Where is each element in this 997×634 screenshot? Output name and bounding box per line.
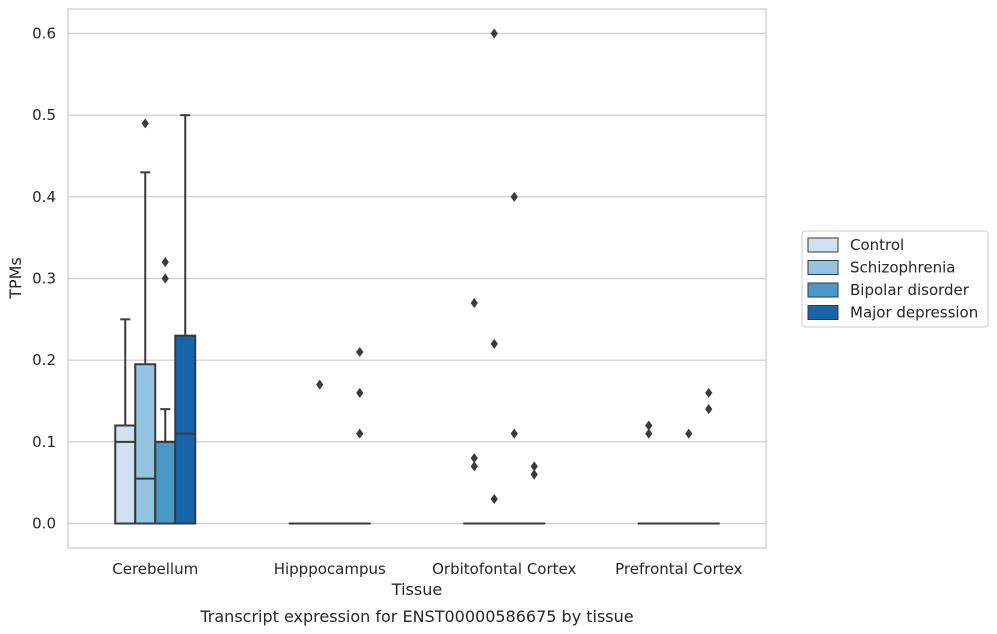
outlier-point bbox=[141, 118, 149, 129]
y-tick-label: 0.4 bbox=[32, 188, 56, 206]
outlier-point bbox=[470, 453, 478, 464]
box bbox=[308, 379, 331, 525]
outlier-point bbox=[161, 273, 169, 284]
box-group bbox=[288, 347, 371, 525]
outlier-point bbox=[510, 191, 518, 202]
box-group bbox=[114, 114, 197, 525]
outlier-point bbox=[490, 28, 498, 39]
box bbox=[154, 257, 177, 525]
box bbox=[697, 387, 720, 525]
outlier-point bbox=[530, 461, 538, 472]
y-tick-label: 0.5 bbox=[32, 106, 56, 124]
y-tick-label: 0.6 bbox=[32, 25, 56, 43]
chart-caption: Transcript expression for ENST0000058667… bbox=[199, 607, 633, 626]
box bbox=[523, 461, 546, 525]
plot-frame bbox=[67, 8, 767, 549]
box-group bbox=[463, 28, 546, 525]
outlier-point bbox=[530, 469, 538, 480]
outlier-point bbox=[356, 387, 364, 398]
outlier-point bbox=[645, 428, 653, 439]
legend-item: Control bbox=[807, 236, 904, 254]
box bbox=[483, 28, 506, 525]
outlier-point bbox=[470, 298, 478, 308]
y-tick-label: 0.1 bbox=[32, 433, 56, 451]
outlier-point bbox=[490, 494, 498, 504]
x-tick-label: Hipppocampus bbox=[274, 560, 386, 578]
x-tick-label: Orbitofontal Cortex bbox=[432, 560, 576, 578]
y-tick-label: 0.3 bbox=[32, 270, 56, 288]
outlier-point bbox=[356, 347, 364, 357]
box bbox=[677, 428, 700, 525]
legend-frame bbox=[801, 230, 989, 328]
y-axis-label: TPMs bbox=[6, 257, 25, 300]
box-iqr bbox=[134, 363, 157, 525]
x-axis-label: Tissue bbox=[391, 580, 442, 599]
y-tick-label: 0.0 bbox=[32, 515, 56, 533]
box-iqr bbox=[154, 440, 177, 525]
box bbox=[463, 298, 486, 525]
legend-label: Control bbox=[850, 236, 904, 254]
box bbox=[637, 420, 660, 525]
box bbox=[348, 347, 371, 525]
box bbox=[503, 191, 526, 525]
box-groups bbox=[114, 28, 720, 525]
legend-item: Bipolar disorder bbox=[807, 281, 970, 299]
outlier-point bbox=[645, 420, 653, 431]
y-tick-label: 0.2 bbox=[32, 351, 56, 369]
outlier-point bbox=[356, 428, 364, 439]
legend-item: Schizophrenia bbox=[807, 259, 955, 277]
outlier-point bbox=[316, 379, 324, 390]
legend-label: Schizophrenia bbox=[850, 259, 955, 277]
outlier-point bbox=[705, 387, 713, 398]
legend-label: Major depression bbox=[850, 304, 978, 322]
x-tick-label: Cerebellum bbox=[112, 560, 198, 578]
box bbox=[114, 318, 137, 525]
box-iqr bbox=[174, 334, 197, 525]
outlier-point bbox=[470, 461, 478, 472]
box-iqr bbox=[114, 424, 137, 525]
x-tick-labels: Cerebellum Hipppocampus Orbitofontal Corte… bbox=[112, 560, 742, 578]
x-tick-label: Prefrontal Cortex bbox=[615, 560, 742, 578]
box-group bbox=[637, 387, 720, 525]
y-tick-labels: 0.0 0.1 0.2 0.3 0.4 0.5 0.6 bbox=[32, 25, 56, 533]
legend-item: Major depression bbox=[807, 304, 978, 322]
legend-swatch bbox=[807, 260, 839, 275]
legend: Control Schizophrenia Bipolar disorder Majo… bbox=[801, 230, 989, 328]
legend-swatch bbox=[807, 282, 839, 298]
legend-label: Bipolar disorder bbox=[850, 281, 970, 299]
outlier-point bbox=[490, 338, 498, 349]
outlier-point bbox=[161, 257, 169, 268]
outlier-point bbox=[705, 404, 713, 415]
outlier-point bbox=[510, 428, 518, 439]
outlier-point bbox=[685, 428, 693, 439]
legend-swatch bbox=[807, 237, 839, 253]
legend-swatch bbox=[807, 305, 839, 320]
box bbox=[174, 114, 197, 525]
box bbox=[134, 118, 157, 525]
